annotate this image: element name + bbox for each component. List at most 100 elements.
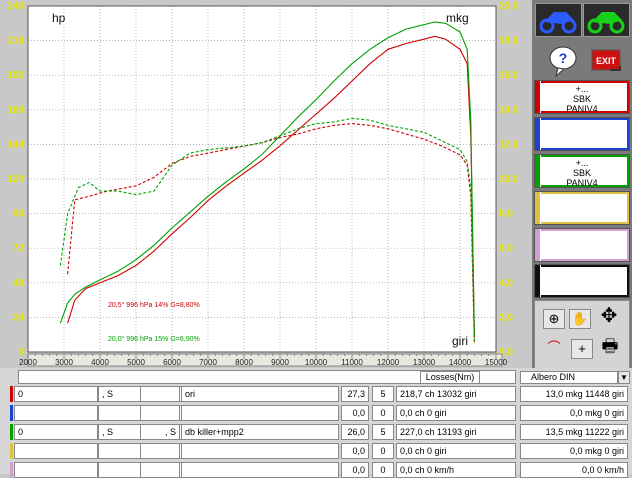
row-gear: 0 — [372, 462, 394, 478]
motorcycle-icon — [539, 12, 577, 34]
row-name[interactable] — [181, 405, 339, 421]
row-power-result: 0,0 ch 0 giri — [396, 443, 516, 459]
row-gear: 0 — [372, 405, 394, 421]
y-right-axis-label: mkg — [446, 11, 469, 25]
chevron-down-icon[interactable]: ▼ — [618, 371, 630, 384]
row-color-stripe — [10, 386, 13, 402]
bike-blue-button[interactable] — [535, 3, 582, 37]
slot-line2: SBK — [572, 94, 591, 104]
row-losses: 27,3 — [341, 386, 369, 402]
x-tick-label: 13000 — [413, 358, 436, 367]
x-tick-label: 4000 — [91, 358, 109, 367]
x-tick-label: 9000 — [271, 358, 289, 367]
move-button[interactable]: ✥ — [595, 305, 623, 331]
row-power-result: 227,0 ch 13193 giri — [396, 424, 516, 440]
x-tick-label: 8000 — [235, 358, 253, 367]
series-hp-red-line — [67, 35, 475, 338]
row-power-result: 0,0 ch 0 km/h — [396, 462, 516, 478]
x-tick-label: 11000 — [341, 358, 363, 367]
y-left-tick-label: 144 — [7, 139, 24, 150]
y-left-tick-label: 216 — [7, 36, 24, 47]
slot-color-bar — [535, 192, 540, 224]
series-mkg-green-line — [59, 117, 475, 344]
row-field-a[interactable] — [14, 405, 98, 421]
curve-slot-2[interactable] — [534, 117, 630, 151]
slot-color-bar — [535, 118, 540, 150]
y-left-tick-label: 240 — [7, 1, 24, 12]
row-torque-result: 0,0 mkg 0 giri — [520, 443, 628, 459]
y-right-tick-label: 20,0 — [499, 1, 519, 12]
exit-button[interactable]: EXIT — [590, 46, 624, 76]
row-name[interactable] — [181, 462, 339, 478]
slot-line1: +... — [575, 158, 589, 168]
curve-slot-1[interactable]: +... SBK PANIV4 — [534, 80, 630, 114]
curve-slot-5[interactable] — [534, 228, 630, 262]
row-field-c[interactable]: , S — [140, 424, 180, 440]
row-power-result: 218,7 ch 13032 giri — [396, 386, 516, 402]
curve-button[interactable]: ⌒ — [543, 339, 565, 359]
exit-icon: EXIT — [591, 49, 621, 71]
move-arrows-icon: ✥ — [600, 305, 618, 327]
motorcycle-icon — [587, 12, 625, 34]
annotation-conditions-green: 20,0° 996 hPa 15% G=6,90% — [108, 335, 200, 343]
row-gear: 5 — [372, 386, 394, 402]
row-name[interactable]: db killer+mpp2 — [181, 424, 339, 440]
plus-icon: + — [578, 341, 586, 356]
row-field-c[interactable] — [140, 386, 180, 402]
y-left-tick-label: 168 — [7, 105, 24, 116]
printer-icon: 🖶 — [601, 336, 619, 356]
row-field-c[interactable] — [140, 462, 180, 478]
y-right-tick-label: 10,0 — [499, 174, 519, 185]
row-losses: 0,0 — [341, 405, 369, 421]
x-axis-label: giri — [452, 334, 468, 348]
slot-color-bar — [535, 81, 540, 113]
row-field-a[interactable] — [14, 462, 98, 478]
row-field-a[interactable]: 0 — [14, 386, 98, 402]
albero-select[interactable]: Albero DIN — [520, 371, 618, 384]
tool-panel: ⊕ ✋ ✥ ⌒ + 🖶 — [534, 300, 630, 372]
svg-text:EXIT: EXIT — [596, 56, 617, 66]
slot-line2: SBK — [572, 168, 591, 178]
curve-slot-3[interactable]: +... SBK PANIV4 — [534, 154, 630, 188]
header-bar — [18, 370, 516, 384]
row-field-a[interactable]: 0 — [14, 424, 98, 440]
row-name[interactable] — [181, 443, 339, 459]
row-name[interactable]: ori — [181, 386, 339, 402]
x-tick-label: 3000 — [55, 358, 73, 367]
zoom-icon: ⊕ — [548, 311, 560, 326]
x-axis-ruler — [27, 353, 503, 367]
y-right-tick-label: 6,0 — [499, 243, 513, 254]
print-button[interactable]: 🖶 — [597, 337, 623, 361]
losses-label: Losses(Nm) — [420, 371, 480, 384]
row-color-stripe — [10, 443, 13, 459]
row-color-stripe — [10, 405, 13, 421]
row-field-c[interactable] — [140, 405, 180, 421]
annotation-conditions-red: 20,5° 996 hPa 14% G=8,80% — [108, 301, 200, 309]
curve-slot-4[interactable] — [534, 191, 630, 225]
row-torque-result: 0,0 0 km/h — [520, 462, 628, 478]
row-field-a[interactable] — [14, 443, 98, 459]
results-panel: Losses(Nm) Albero DIN ▼ 0 , S ori 27,3 5 218,… — [0, 368, 632, 478]
slot-color-bar — [535, 265, 540, 297]
slot-line3: PANIV4 — [566, 104, 598, 114]
series-mkg-red-line — [67, 123, 475, 344]
row-field-c[interactable] — [140, 443, 180, 459]
x-tick-label: 12000 — [377, 358, 400, 367]
x-tick-label: 6000 — [163, 358, 181, 367]
add-button[interactable]: + — [571, 339, 593, 359]
y-right-tick-label: 16,0 — [499, 70, 519, 81]
y-right-tick-label: 2,0 — [499, 312, 513, 323]
curve-slot-6[interactable] — [534, 264, 630, 298]
row-gear: 0 — [372, 443, 394, 459]
curve-icon: ⌒ — [547, 340, 561, 355]
y-left-tick-label: 24 — [13, 312, 25, 323]
zoom-button[interactable]: ⊕ — [543, 309, 565, 329]
pan-button[interactable]: ✋ — [569, 309, 591, 329]
y-right-tick-label: 0,0 — [499, 347, 513, 358]
y-right-tick-label: 12,0 — [499, 139, 519, 150]
y-left-tick-label: 120 — [7, 174, 24, 185]
x-tick-label: 10000 — [305, 358, 328, 367]
x-tick-label: 14000 — [449, 358, 472, 367]
bike-green-button[interactable] — [583, 3, 630, 37]
help-button[interactable]: ? — [546, 44, 580, 78]
